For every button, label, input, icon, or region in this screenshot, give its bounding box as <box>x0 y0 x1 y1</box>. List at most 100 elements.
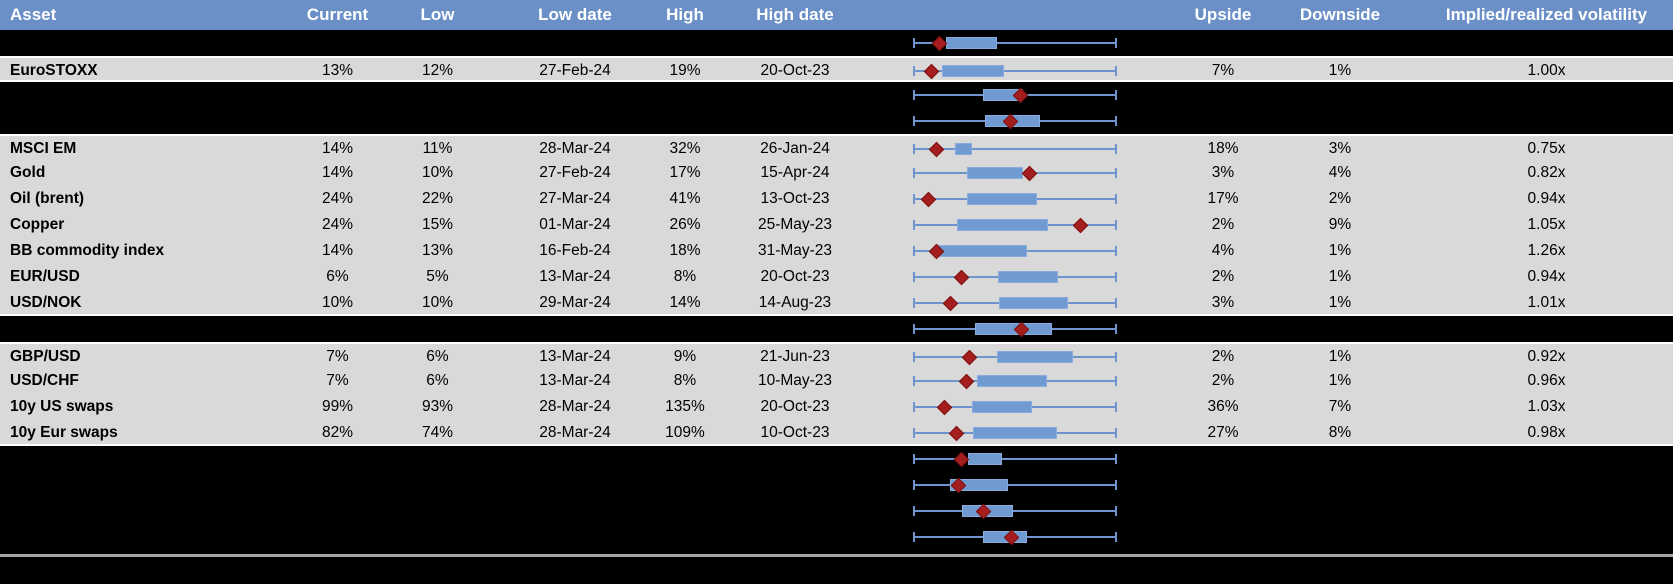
boxplot-left-tick <box>913 38 915 48</box>
cell-low <box>385 498 490 524</box>
cell-asset <box>0 446 290 472</box>
cell-implied-realized-volatility: 1.00x <box>1527 62 1566 79</box>
boxplot-whisker-line <box>913 42 1117 44</box>
cell-asset: EuroSTOXX <box>10 62 98 79</box>
cell-high: 41% <box>669 190 701 207</box>
cell-current <box>290 30 385 56</box>
cell-low-date <box>490 498 660 524</box>
boxplot-right-tick <box>1115 272 1117 282</box>
cell-boxplot <box>880 472 1130 498</box>
cell-low-date <box>490 472 660 498</box>
boxplot <box>913 264 1117 290</box>
cell-implied-realized-volatility: 0.94x <box>1527 268 1566 285</box>
boxplot <box>913 290 1117 314</box>
boxplot-diamond-marker <box>1021 165 1037 181</box>
boxplot-right-tick <box>1115 454 1117 464</box>
cell-high <box>660 316 710 342</box>
cell-implied-realized-volatility <box>1390 446 1673 472</box>
boxplot-box <box>941 65 1004 77</box>
cell-high <box>660 108 710 134</box>
cell-high <box>660 30 710 56</box>
table-row: 10y Eur swaps 82% 74% 28-Mar-24 109% 10-Oct-2… <box>0 420 1673 446</box>
cell-downside: 1% <box>1328 242 1352 259</box>
cell-asset: BB commodity index <box>10 242 165 259</box>
cell-upside: 18% <box>1207 140 1239 157</box>
cell-low-date: 28-Mar-24 <box>539 424 611 441</box>
column-header-upside: Upside <box>1194 5 1252 24</box>
cell-upside: 4% <box>1211 242 1235 259</box>
cell-implied-realized-volatility <box>1390 30 1673 56</box>
cell-current <box>290 82 385 108</box>
cell-high-date: 25-May-23 <box>757 216 833 233</box>
column-header-low: Low <box>420 5 455 24</box>
cell-high-date <box>710 30 880 56</box>
boxplot-left-tick <box>913 168 915 178</box>
spacer-row <box>0 472 1673 498</box>
cell-low-date: 28-Mar-24 <box>539 398 611 415</box>
spacer-row <box>0 316 1673 342</box>
table-row: Gold 14% 10% 27-Feb-24 17% 15-Apr-24 3% 4% 0.82x <box>0 160 1673 186</box>
cell-low-date <box>490 316 660 342</box>
table-body: EuroSTOXX 13% 12% 27-Feb-24 19% 20-Oct-23 7% 1%… <box>0 30 1673 550</box>
cell-high-date <box>710 498 880 524</box>
column-header-downside: Downside <box>1299 5 1381 24</box>
cell-low <box>385 472 490 498</box>
boxplot-left-tick <box>913 376 915 386</box>
boxplot-right-tick <box>1115 324 1117 334</box>
boxplot <box>913 108 1117 134</box>
cell-implied-realized-volatility <box>1390 316 1673 342</box>
table-row: EuroSTOXX 13% 12% 27-Feb-24 19% 20-Oct-23 7% 1%… <box>0 56 1673 82</box>
cell-boxplot <box>880 290 1130 314</box>
cell-asset: Oil (brent) <box>10 190 85 207</box>
cell-high: 9% <box>673 348 697 365</box>
boxplot <box>913 212 1117 238</box>
boxplot-right-tick <box>1115 90 1117 100</box>
cell-implied-realized-volatility: 1.05x <box>1527 216 1566 233</box>
boxplot <box>913 498 1117 524</box>
table-row: Copper 24% 15% 01-Mar-24 26% 25-May-23 2% 9% 1.0… <box>0 212 1673 238</box>
cell-boxplot <box>880 498 1130 524</box>
cell-downside: 3% <box>1328 140 1352 157</box>
spacer-row <box>0 498 1673 524</box>
boxplot-right-tick <box>1115 246 1117 256</box>
boxplot-right-tick <box>1115 376 1117 386</box>
cell-asset <box>0 82 290 108</box>
boxplot-box <box>977 375 1047 387</box>
column-header-high: High <box>666 5 704 24</box>
boxplot-box <box>968 453 1002 465</box>
cell-high: 32% <box>669 140 701 157</box>
cell-asset <box>0 316 290 342</box>
cell-high <box>660 446 710 472</box>
cell-low-date: 27-Feb-24 <box>539 164 611 181</box>
spacer-row <box>0 108 1673 134</box>
column-header-chart-spacer <box>880 0 1130 30</box>
cell-current: 24% <box>321 190 354 207</box>
cell-current <box>290 472 385 498</box>
cell-implied-realized-volatility <box>1390 108 1673 134</box>
cell-downside: 1% <box>1328 372 1352 389</box>
cell-boxplot <box>880 108 1130 134</box>
boxplot-right-tick <box>1115 480 1117 490</box>
column-header-implied-realized-volatility: Implied/realized volatility <box>1445 5 1648 24</box>
cell-asset <box>0 524 290 550</box>
cell-downside: 7% <box>1328 398 1352 415</box>
boxplot-left-tick <box>913 246 915 256</box>
cell-low <box>385 446 490 472</box>
cell-low: 74% <box>421 424 454 441</box>
boxplot <box>913 136 1117 160</box>
boxplot-right-tick <box>1115 352 1117 362</box>
cell-boxplot <box>880 212 1130 238</box>
cell-high: 14% <box>669 294 701 311</box>
cell-high-date: 13-Oct-23 <box>760 190 830 207</box>
cell-current: 6% <box>326 268 349 285</box>
cell-asset <box>0 30 290 56</box>
cell-asset <box>0 108 290 134</box>
cell-upside: 2% <box>1211 372 1235 389</box>
table-row: Oil (brent) 24% 22% 27-Mar-24 41% 13-Oct-23 17… <box>0 186 1673 212</box>
cell-high-date: 31-May-23 <box>757 242 833 259</box>
cell-low-date: 27-Feb-24 <box>539 62 611 79</box>
column-header-current: Current <box>306 5 369 24</box>
boxplot-left-tick <box>913 324 915 334</box>
table-row: GBP/USD 7% 6% 13-Mar-24 9% 21-Jun-23 2% 1% 0.92x <box>0 342 1673 368</box>
